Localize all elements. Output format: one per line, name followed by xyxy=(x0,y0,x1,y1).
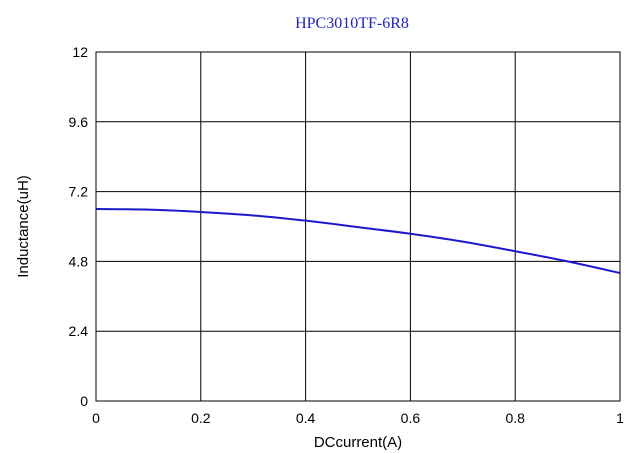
x-tick-label: 0.4 xyxy=(296,410,316,426)
y-tick-label: 0 xyxy=(80,393,88,409)
y-tick-label: 9.6 xyxy=(69,114,89,130)
x-tick-label: 0.8 xyxy=(505,410,525,426)
x-tick-label: 0.2 xyxy=(191,410,211,426)
series-layer xyxy=(95,208,621,275)
plot-frame xyxy=(95,51,621,402)
y-axis-label: Inductance(uH) xyxy=(15,175,32,278)
chart-title: HPC3010TF-6R8 xyxy=(295,15,409,32)
x-tick-label: 0 xyxy=(92,410,100,426)
x-tick-label: 1 xyxy=(616,410,624,426)
y-tick-label: 12 xyxy=(72,44,88,60)
y-tick-labels: 0 2.4 4.8 7.2 9.6 12 xyxy=(69,44,89,409)
x-axis-label: DCcurrent(A) xyxy=(314,434,402,451)
y-tick-label: 4.8 xyxy=(69,253,89,269)
x-tick-labels: 0 0.2 0.4 0.6 0.8 1 xyxy=(92,410,624,426)
x-tick-label: 0.6 xyxy=(401,410,421,426)
inductance-series-line xyxy=(95,208,621,275)
y-tick-label: 7.2 xyxy=(69,184,89,200)
y-tick-label: 2.4 xyxy=(69,323,89,339)
